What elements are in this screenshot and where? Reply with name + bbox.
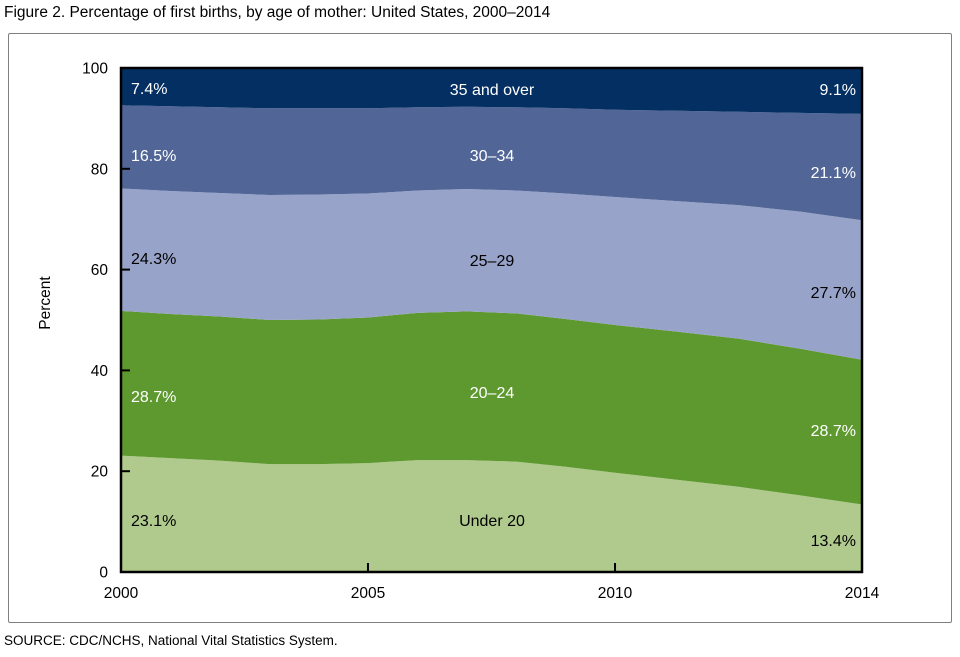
x-axis-ticks: 2000 2005 2010 2014 — [104, 563, 880, 602]
area-band-30-34 — [121, 105, 862, 221]
y-tick-label: 20 — [91, 464, 109, 481]
y-tick-label: 40 — [91, 363, 109, 380]
area-band-20-24 — [121, 310, 862, 505]
area-band-25-29 — [121, 188, 862, 360]
value-label-2000-30-34: 16.5% — [131, 148, 176, 165]
y-tick-label: 100 — [82, 61, 108, 78]
band-label-25-29: 25–29 — [470, 253, 515, 270]
value-label-2014-30-34: 21.1% — [811, 165, 856, 182]
area-band-35-and-over — [121, 68, 862, 114]
y-axis-ticks: 0 20 40 60 80 100 — [82, 61, 130, 582]
value-label-2014-35-and-over: 9.1% — [820, 82, 856, 99]
y-tick-label: 60 — [91, 262, 109, 279]
x-tick-label-2000: 2000 — [104, 585, 139, 602]
value-label-2000-25-29: 24.3% — [131, 251, 176, 268]
y-tick-label: 0 — [99, 565, 108, 582]
x-tick-label-2005: 2005 — [351, 585, 385, 602]
band-label-35-and-over: 35 and over — [450, 82, 535, 99]
value-label-2014-20-24: 28.7% — [811, 423, 856, 440]
plot-border — [119, 66, 864, 574]
source-note: SOURCE: CDC/NCHS, National Vital Statist… — [4, 633, 338, 648]
value-label-2014-under-20: 13.4% — [811, 533, 856, 550]
x-tick-label-2010: 2010 — [598, 585, 633, 602]
y-axis-title: Percent — [37, 276, 54, 330]
figure-title: Figure 2. Percentage of first births, by… — [4, 4, 551, 21]
y-tick-label: 80 — [91, 161, 109, 178]
value-label-2000-under-20: 23.1% — [131, 513, 176, 530]
band-label-under-20: Under 20 — [459, 513, 525, 530]
band-label-30-34: 30–34 — [470, 148, 515, 165]
x-tick-label-2014: 2014 — [845, 585, 880, 602]
value-label-2014-25-29: 27.7% — [811, 285, 856, 302]
value-label-2000-35-and-over: 7.4% — [131, 81, 167, 98]
plot-areas — [121, 68, 862, 572]
value-label-2000-20-24: 28.7% — [131, 389, 176, 406]
band-label-20-24: 20–24 — [470, 385, 515, 402]
area-band-under-20 — [121, 455, 862, 572]
